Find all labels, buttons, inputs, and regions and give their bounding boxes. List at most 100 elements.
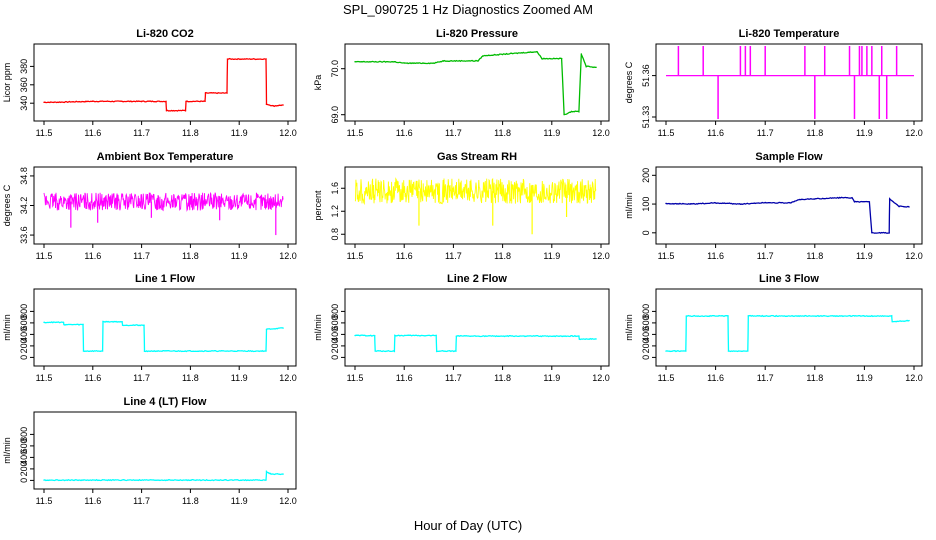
data-point xyxy=(685,315,688,317)
panel-1: Li-820 CO2 Licor ppm 11.5 11.6 11.7 11.8 11.9 1… xyxy=(2,28,297,138)
y-tick-label: 200 xyxy=(641,168,651,183)
data-point xyxy=(888,198,891,200)
x-tick-label: 11.5 xyxy=(658,251,675,261)
panel-title: Line 3 Flow xyxy=(759,273,819,285)
data-point xyxy=(477,60,479,62)
x-tick-label: 12.0 xyxy=(279,373,297,383)
data-point xyxy=(727,315,729,317)
data-point xyxy=(570,110,573,113)
x-tick-label: 11.8 xyxy=(806,373,823,383)
x-tick-label: 11.6 xyxy=(84,251,101,261)
data-point xyxy=(265,479,267,481)
data-point xyxy=(747,315,750,317)
x-tick-label: 11.9 xyxy=(856,251,873,261)
panel-title: Line 2 Flow xyxy=(447,273,507,285)
panel-2: Li-820 Pressure kPa 11.5 11.6 11.7 11.8 11.9 12… xyxy=(313,28,610,138)
y-tick-label: 200 xyxy=(19,338,29,353)
y-tick-label: 380 xyxy=(19,59,29,74)
data-point xyxy=(204,100,206,103)
plot-frame xyxy=(33,166,297,245)
data-point xyxy=(143,350,146,352)
y-tick-label: 0 xyxy=(19,478,29,483)
data-point xyxy=(265,58,267,60)
data-point xyxy=(43,479,45,481)
data-point xyxy=(585,65,587,68)
y-axis-label: kPa xyxy=(313,75,323,91)
x-tick-label: 11.5 xyxy=(36,373,53,383)
y-tick-label: 51.33 xyxy=(641,106,651,129)
y-tick-label: 0 xyxy=(19,355,29,360)
x-tick-label: 11.7 xyxy=(445,128,462,138)
data-point xyxy=(898,205,900,208)
x-tick-label: 12.0 xyxy=(592,373,610,383)
x-tick-label: 11.7 xyxy=(445,373,462,383)
y-tick-label: 400 xyxy=(19,450,29,465)
data-point xyxy=(541,57,543,60)
y-axis-label: ml/min xyxy=(313,314,323,341)
data-point xyxy=(578,110,580,113)
y-axis-label: Licor ppm xyxy=(2,63,12,103)
x-tick-label: 12.0 xyxy=(592,251,610,261)
panel-title: Li-820 Temperature xyxy=(739,28,840,40)
y-tick-label: 600 xyxy=(330,315,340,330)
data-point xyxy=(43,321,45,324)
plot-frame xyxy=(33,288,297,367)
data-point xyxy=(747,350,749,352)
panel-10: Line 4 (LT) Flow ml/min 11.5 11.6 11.7 11.8 11… xyxy=(2,396,297,506)
y-axis-label: percent xyxy=(313,190,323,221)
x-tick-label: 11.7 xyxy=(133,128,150,138)
plot-frame xyxy=(344,43,610,122)
x-tick-label: 12.0 xyxy=(905,128,923,138)
data-point xyxy=(165,100,167,103)
y-tick-label: 0.8 xyxy=(330,228,340,241)
x-tick-label: 11.5 xyxy=(658,373,675,383)
series-line xyxy=(43,320,284,353)
panel-6: Sample Flow ml/min 11.5 11.6 11.7 11.8 11.9 12.… xyxy=(624,151,923,261)
data-point xyxy=(739,203,742,205)
y-tick-label: 600 xyxy=(19,438,29,453)
data-point xyxy=(403,62,405,64)
y-tick-label: 400 xyxy=(19,327,29,342)
y-tick-label: 400 xyxy=(641,327,651,342)
data-point xyxy=(838,197,841,199)
x-tick-label: 11.6 xyxy=(84,373,101,383)
data-point xyxy=(908,319,910,322)
series-line xyxy=(354,51,597,116)
y-tick-label: 51.36 xyxy=(641,64,651,87)
x-tick-label: 11.7 xyxy=(445,251,462,261)
data-point xyxy=(455,335,458,337)
x-tick-label: 11.8 xyxy=(182,128,199,138)
plot-frame xyxy=(655,43,923,122)
data-point xyxy=(43,101,45,103)
data-point xyxy=(891,321,893,323)
y-axis-label: degrees C xyxy=(2,184,12,226)
data-point xyxy=(482,55,484,57)
x-tick-label: 11.7 xyxy=(757,373,774,383)
series-line xyxy=(354,177,597,205)
data-point xyxy=(204,92,207,94)
data-point xyxy=(871,232,873,234)
data-point xyxy=(578,338,581,340)
plot-frame xyxy=(344,288,610,367)
x-tick-label: 12.0 xyxy=(592,128,610,138)
panel-title: Li-820 Pressure xyxy=(436,28,518,40)
data-point xyxy=(143,324,145,326)
y-tick-label: 0 xyxy=(641,355,651,360)
data-point xyxy=(226,58,229,60)
data-point xyxy=(814,198,816,200)
y-tick-label: 70.0 xyxy=(330,60,340,78)
x-tick-label: 11.5 xyxy=(347,251,364,261)
y-tick-label: 0 xyxy=(641,230,651,235)
x-tick-label: 11.7 xyxy=(133,251,150,261)
y-tick-label: 0 xyxy=(330,355,340,360)
data-point xyxy=(374,350,376,352)
data-point xyxy=(853,201,856,203)
data-point xyxy=(184,109,187,112)
y-tick-label: 800 xyxy=(19,304,29,319)
y-tick-label: 100 xyxy=(641,197,651,212)
panel-title: Line 4 (LT) Flow xyxy=(124,396,207,408)
x-tick-label: 11.6 xyxy=(396,128,413,138)
x-tick-label: 11.9 xyxy=(231,128,248,138)
data-point xyxy=(908,206,910,208)
data-point xyxy=(560,57,563,60)
